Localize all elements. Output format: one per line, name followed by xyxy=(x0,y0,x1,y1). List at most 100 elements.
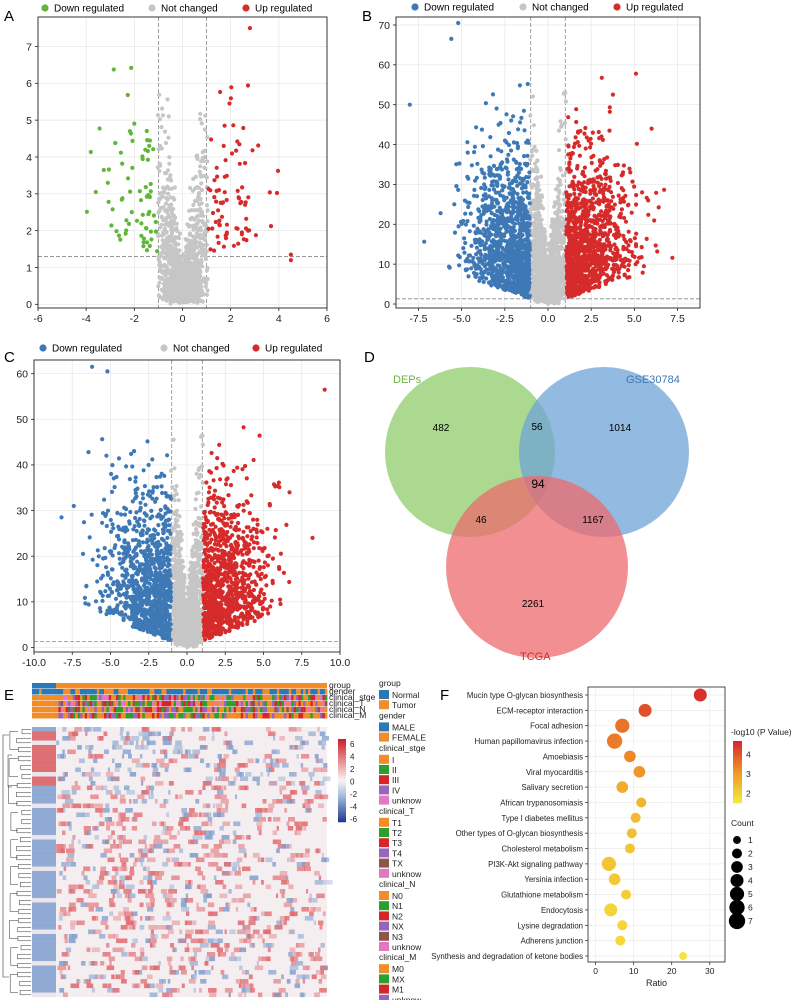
data-point xyxy=(178,293,183,298)
data-point xyxy=(483,101,488,106)
panel-label-c: C xyxy=(4,349,15,366)
data-point xyxy=(483,192,488,197)
data-point xyxy=(558,119,563,124)
data-point xyxy=(172,215,178,220)
data-point xyxy=(525,221,530,226)
data-point xyxy=(566,209,571,214)
legend-a-down-dot xyxy=(41,4,49,12)
data-point xyxy=(144,240,150,245)
data-point xyxy=(114,229,119,234)
data-point xyxy=(229,85,234,90)
data-point xyxy=(159,146,164,151)
data-point xyxy=(463,240,468,246)
data-point xyxy=(243,202,248,207)
data-point xyxy=(274,190,280,196)
data-point xyxy=(163,279,168,284)
data-point xyxy=(533,215,538,220)
data-point xyxy=(489,204,494,209)
data-point xyxy=(556,148,562,153)
data-point xyxy=(465,140,470,145)
data-point xyxy=(499,149,504,154)
data-point xyxy=(626,243,631,248)
data-point xyxy=(174,221,179,226)
legend-c-none-dot xyxy=(160,344,168,352)
data-point xyxy=(155,165,160,170)
legend-b-none-label: Not changed xyxy=(532,3,589,14)
data-point xyxy=(496,122,501,127)
data-point xyxy=(626,263,631,268)
data-point xyxy=(492,212,497,217)
data-point xyxy=(469,163,474,168)
data-point xyxy=(145,148,150,154)
data-point xyxy=(575,196,581,201)
data-point xyxy=(162,190,167,195)
data-point xyxy=(494,278,499,283)
data-point xyxy=(206,226,211,231)
data-point xyxy=(622,215,627,221)
data-point xyxy=(506,152,511,157)
data-point xyxy=(494,106,499,111)
data-point xyxy=(595,175,600,180)
data-point xyxy=(518,283,524,288)
data-point xyxy=(670,255,675,260)
data-point xyxy=(505,242,510,247)
data-point xyxy=(549,232,554,237)
data-point xyxy=(147,138,152,143)
data-point xyxy=(506,130,511,136)
data-point xyxy=(471,223,476,228)
data-point xyxy=(113,140,118,146)
data-point xyxy=(526,193,531,198)
data-point xyxy=(256,143,261,148)
data-point xyxy=(446,264,452,269)
data-point xyxy=(606,262,611,267)
data-point xyxy=(177,272,182,277)
data-point xyxy=(518,253,523,258)
data-point xyxy=(639,245,644,250)
data-point xyxy=(194,298,199,303)
data-point xyxy=(557,189,562,194)
data-point xyxy=(535,254,541,259)
data-point xyxy=(480,144,485,149)
data-point xyxy=(500,211,505,216)
data-point xyxy=(160,215,165,220)
data-point xyxy=(109,223,114,228)
data-point xyxy=(140,212,145,217)
data-point xyxy=(630,179,635,184)
data-point xyxy=(629,210,634,215)
data-point xyxy=(158,276,163,281)
data-point xyxy=(534,237,539,242)
data-point xyxy=(466,274,471,279)
data-point xyxy=(474,194,480,199)
data-point xyxy=(524,291,529,296)
data-point xyxy=(143,185,148,190)
data-point xyxy=(203,113,208,118)
data-point xyxy=(624,239,629,245)
data-point xyxy=(481,205,486,210)
data-point xyxy=(632,184,637,189)
x-tick-label: -2 xyxy=(130,313,139,325)
data-point xyxy=(520,232,525,238)
data-point xyxy=(241,237,246,242)
data-point xyxy=(521,108,527,113)
data-point xyxy=(491,187,497,192)
data-point xyxy=(178,264,183,269)
data-point xyxy=(527,170,532,175)
data-point xyxy=(565,202,570,207)
data-point xyxy=(502,262,507,267)
data-point xyxy=(502,196,507,201)
data-point xyxy=(268,224,274,229)
data-point xyxy=(235,188,240,193)
data-point xyxy=(178,275,183,281)
data-point xyxy=(128,131,134,136)
legend-c-none-label: Not changed xyxy=(173,344,230,355)
data-point xyxy=(204,242,209,247)
data-point xyxy=(156,233,161,239)
data-point xyxy=(596,129,601,135)
data-point xyxy=(180,289,185,294)
data-point xyxy=(538,236,544,241)
data-point xyxy=(477,219,482,224)
data-point xyxy=(556,197,561,202)
data-point xyxy=(480,258,485,263)
data-point xyxy=(172,264,177,269)
data-point xyxy=(222,123,227,128)
